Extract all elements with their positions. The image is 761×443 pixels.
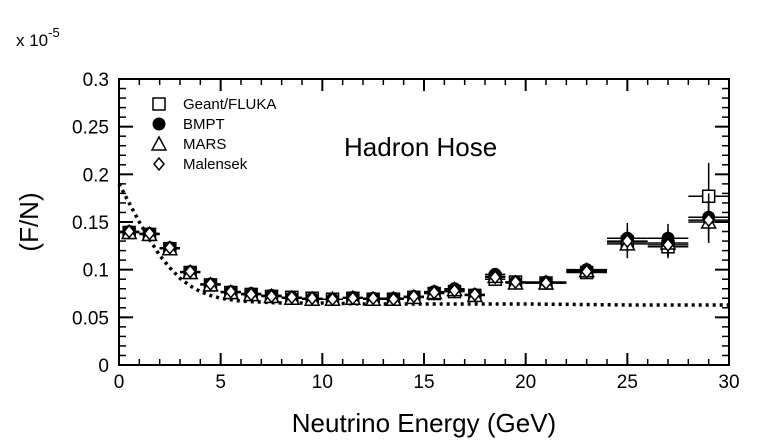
data-point xyxy=(621,233,634,249)
scale-label: x 10-5 xyxy=(16,25,60,50)
data-point xyxy=(123,224,136,239)
x-axis-title: Neutrino Energy (GeV) xyxy=(292,408,556,438)
data-point xyxy=(468,287,481,302)
data-point xyxy=(407,289,420,304)
y-tick-label: 0.05 xyxy=(72,308,109,329)
data-point xyxy=(143,226,156,241)
legend-label: Geant/FLUKA xyxy=(183,96,276,113)
x-tick-label: 30 xyxy=(718,372,739,393)
x-tick-label: 5 xyxy=(215,372,226,393)
data-point xyxy=(580,264,593,279)
data-point xyxy=(245,287,258,302)
x-tick-label: 10 xyxy=(312,372,333,393)
data-point xyxy=(204,276,217,292)
chart-annotation: Hadron Hose xyxy=(344,132,497,162)
data-point xyxy=(367,291,380,306)
data-point xyxy=(285,290,298,305)
x-tick-label: 15 xyxy=(413,372,434,393)
legend-label: BMPT xyxy=(183,116,225,133)
data-point xyxy=(387,292,400,307)
legend-marker xyxy=(150,135,168,151)
data-point xyxy=(346,291,359,306)
legend-label: MARS xyxy=(183,136,226,153)
data-point xyxy=(702,212,715,228)
scale-label-exponent: -5 xyxy=(48,25,60,40)
legend-label: Malensek xyxy=(183,156,248,173)
y-tick-label: 0.3 xyxy=(83,70,109,91)
legend-marker xyxy=(152,97,166,111)
x-tick-label: 0 xyxy=(114,372,125,393)
data-point xyxy=(306,291,319,306)
y-tick-label: 0.15 xyxy=(72,213,109,234)
y-tick-label: 0.1 xyxy=(83,261,109,282)
y-tick-label: 0.2 xyxy=(83,165,109,186)
data-point xyxy=(428,285,441,300)
y-tick-label: 0.25 xyxy=(72,118,109,139)
series-open-diamond xyxy=(119,201,729,307)
x-tick-label: 20 xyxy=(515,372,536,393)
axis-ticks: 0 5 10 15 20 25 30 0 0.05 0.1 0.15 0.2 0.25 0.3 xyxy=(72,70,740,393)
legend: Geant/FLUKA BMPT MARS Malensek xyxy=(150,96,276,173)
legend-marker xyxy=(152,117,166,131)
legend-marker xyxy=(153,156,165,172)
data-point xyxy=(326,292,339,307)
y-tick-label: 0 xyxy=(98,356,109,377)
scale-label-prefix: x 10 xyxy=(16,31,48,50)
data-point xyxy=(489,270,502,285)
data-point xyxy=(540,275,552,291)
data-point xyxy=(509,274,522,290)
data-point xyxy=(662,237,674,253)
y-axis-title: (F/N) xyxy=(14,192,44,251)
data-point xyxy=(448,283,461,298)
data-series-layer xyxy=(119,162,729,307)
data-point xyxy=(224,284,237,299)
data-point xyxy=(265,289,278,304)
data-point xyxy=(163,240,176,255)
data-point xyxy=(184,264,197,279)
x-tick-label: 25 xyxy=(617,372,638,393)
